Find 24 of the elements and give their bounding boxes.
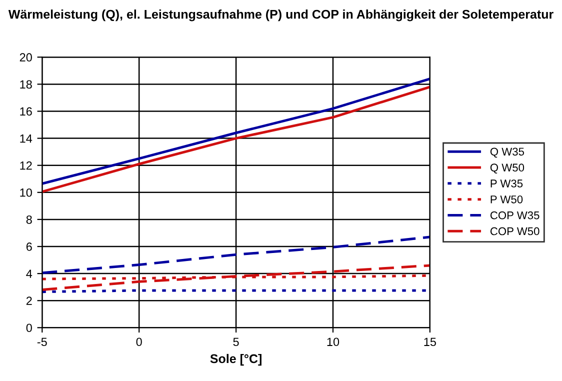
x-tick-label: 10	[327, 338, 340, 346]
y-tick-label: 16	[20, 107, 32, 116]
y-tick-label: 20	[20, 53, 32, 62]
x-tick-label: 0	[136, 338, 142, 346]
legend-label: Q W35	[490, 148, 524, 158]
x-tick-label: 15	[424, 338, 436, 346]
y-tick-label: 18	[20, 80, 32, 89]
legend-label: P W35	[490, 180, 523, 188]
x-tick-label: 5	[233, 338, 239, 346]
x-axis-title: Sole [°C]	[210, 354, 262, 366]
y-tick-label: 2	[26, 296, 32, 305]
chart-title: Wärmeleistung (Q), el. Leistungsaufnahme (P) und COP in Abhängigkeit der Soletemperatur	[8, 10, 554, 22]
y-tick-label: 12	[20, 161, 32, 170]
y-tick-label: 14	[20, 134, 32, 143]
y-tick-label: 8	[26, 215, 32, 224]
y-tick-label: 0	[26, 324, 32, 332]
y-tick-label: 4	[26, 270, 32, 278]
legend-label: COP W50	[490, 227, 540, 236]
y-tick-label: 10	[20, 188, 32, 197]
x-tick-label: -5	[37, 338, 47, 346]
y-tick-label: 6	[26, 242, 32, 251]
legend-label: COP W35	[490, 211, 540, 220]
legend-label: P W50	[490, 195, 523, 204]
legend-label: Q W50	[490, 164, 524, 174]
